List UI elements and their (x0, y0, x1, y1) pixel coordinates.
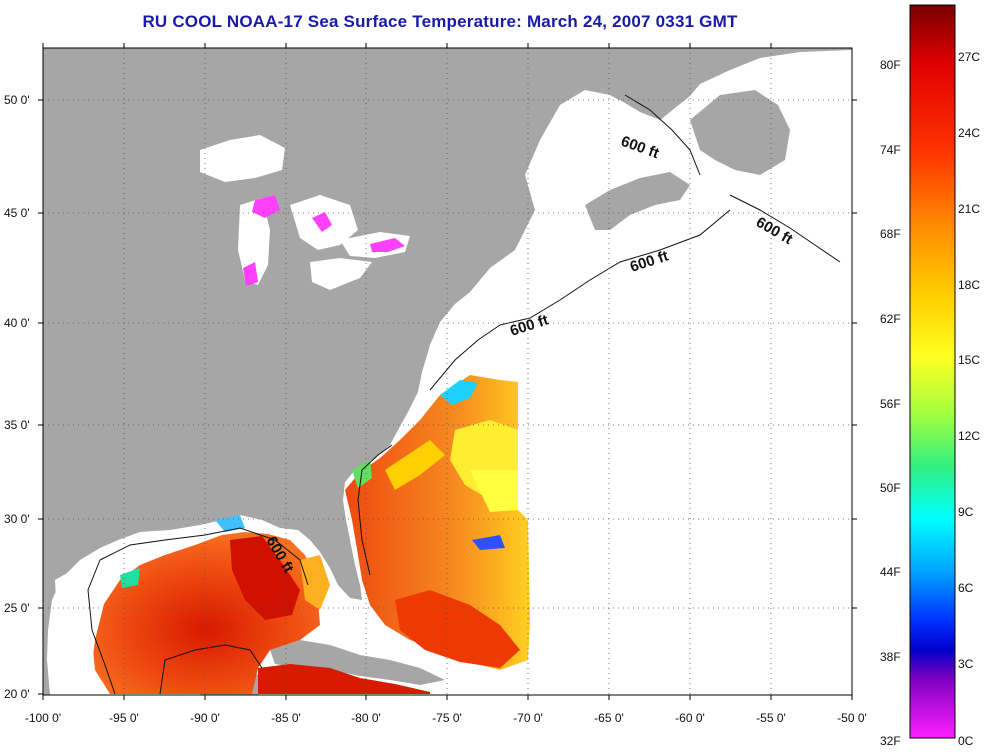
lon-label: -60 0' (675, 711, 705, 725)
lon-label: -55 0' (756, 711, 786, 725)
colorbar-c-label: 15C (958, 353, 980, 367)
sst-atlantic (345, 375, 530, 670)
colorbar-c-labels: 27C 24C 21C 18C 15C 12C 9C 6C 3C 0C (958, 50, 980, 748)
colorbar-f-label: 56F (880, 397, 901, 411)
colorbar-c-label: 9C (958, 505, 974, 519)
lon-label: -65 0' (594, 711, 624, 725)
isobath-lines (87, 94, 841, 695)
lat-label: 40 0' (4, 316, 30, 330)
lon-label: -85 0' (271, 711, 301, 725)
lat-label: 35 0' (4, 418, 30, 432)
sst-gulf (55, 515, 330, 694)
tick-marks (38, 43, 857, 700)
colorbar-c-label: 0C (958, 734, 974, 748)
lon-label: -95 0' (109, 711, 139, 725)
latitude-labels: 50 0' 45 0' 40 0' 35 0' 30 0' 25 0' 20 0… (4, 93, 30, 701)
colorbar-f-label: 44F (880, 565, 901, 579)
lon-label: -75 0' (432, 711, 462, 725)
lat-label: 20 0' (4, 687, 30, 701)
colorbar-f-labels: 80F 74F 68F 62F 56F 50F 44F 38F 32F (880, 58, 901, 748)
lat-label: 45 0' (4, 206, 30, 220)
lat-label: 25 0' (4, 601, 30, 615)
colorbar-f-label: 38F (880, 650, 901, 664)
lon-label: -50 0' (837, 711, 867, 725)
colorbar-c-label: 24C (958, 126, 980, 140)
colorbar-c-label: 3C (958, 657, 974, 671)
lon-label: -90 0' (190, 711, 220, 725)
colorbar: 80F 74F 68F 62F 56F 50F 44F 38F 32F 27C … (880, 4, 980, 748)
colorbar-gradient (909, 4, 956, 739)
map-title: RU COOL NOAA-17 Sea Surface Temperature:… (142, 12, 738, 31)
colorbar-c-label: 18C (958, 278, 980, 292)
lon-label: -70 0' (513, 711, 543, 725)
sst-caribbean (258, 590, 520, 694)
colorbar-f-label: 80F (880, 58, 901, 72)
lat-label: 30 0' (4, 512, 30, 526)
colorbar-c-label: 27C (958, 50, 980, 64)
colorbar-f-label: 68F (880, 227, 901, 241)
cold-water-patches (243, 195, 405, 286)
colorbar-f-label: 50F (880, 481, 901, 495)
colorbar-c-label: 21C (958, 202, 980, 216)
colorbar-f-label: 74F (880, 143, 901, 157)
lon-label: -80 0' (351, 711, 381, 725)
colorbar-c-label: 6C (958, 581, 974, 595)
colorbar-c-label: 12C (958, 429, 980, 443)
lat-label: 50 0' (4, 93, 30, 107)
colorbar-f-label: 62F (880, 312, 901, 326)
lon-label: -100 0' (25, 711, 61, 725)
longitude-labels: -100 0' -95 0' -90 0' -85 0' -80 0' -75 … (25, 711, 867, 725)
nodata-regions (200, 95, 665, 290)
colorbar-f-label: 32F (880, 734, 901, 748)
